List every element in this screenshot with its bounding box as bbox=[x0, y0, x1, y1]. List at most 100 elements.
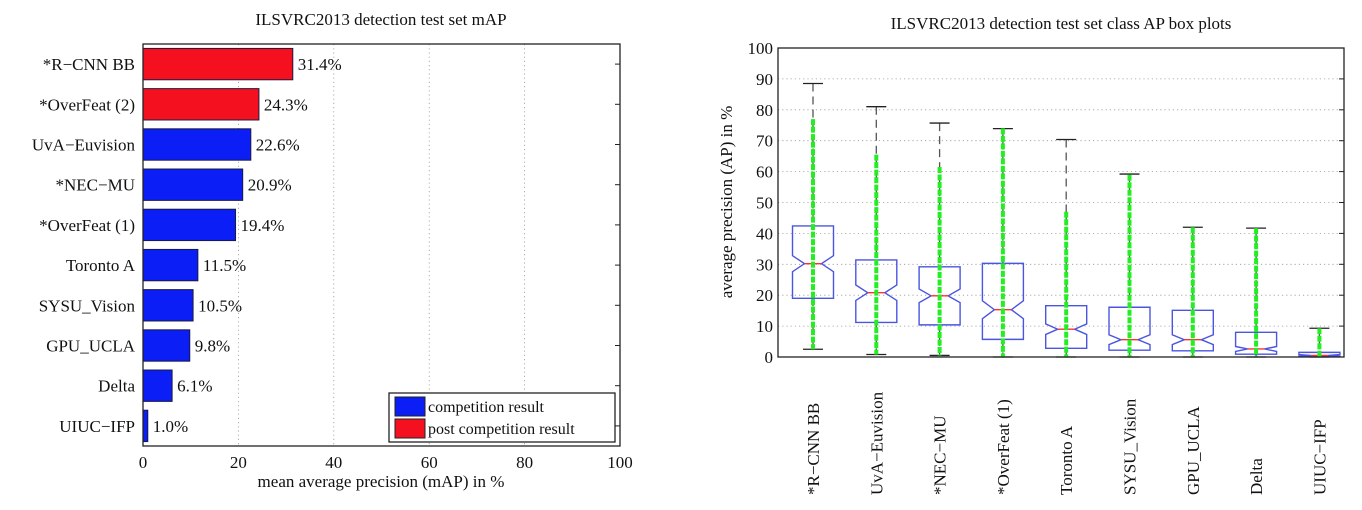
category-label: *OverFeat (1) bbox=[39, 216, 135, 235]
bar-group: *OverFeat (1) 19.4% bbox=[39, 208, 620, 242]
x-axis-labels: *R−CNN BB UvA−Euvision *NEC−MU *OverFeat (1… bbox=[804, 391, 1329, 495]
x-tick-label: UvA−Euvision bbox=[867, 391, 886, 495]
value-label: 20.9% bbox=[248, 176, 292, 195]
legend-label: competition result bbox=[428, 399, 545, 416]
box bbox=[918, 266, 961, 326]
category-label: *OverFeat (2) bbox=[39, 95, 135, 114]
bar-group: SYSU_Vision 10.5% bbox=[39, 289, 620, 322]
boxes bbox=[791, 82, 1341, 358]
y-axis-ticks: 0 10 20 30 40 50 60 70 80 90 100 bbox=[748, 39, 1344, 367]
value-label: 1.0% bbox=[153, 417, 188, 436]
y-axis-label: average precision (AP) in % bbox=[717, 106, 736, 299]
y-tick-label: 10 bbox=[756, 317, 773, 336]
x-tick-label: Delta bbox=[1247, 458, 1266, 495]
category-label: *R−CNN BB bbox=[43, 55, 135, 74]
box-plot bbox=[1234, 227, 1278, 358]
bar-group: *R−CNN BB 31.4% bbox=[43, 47, 620, 81]
bar-group: GPU_UCLA 9.8% bbox=[46, 329, 620, 362]
box-plot bbox=[918, 122, 961, 357]
legend: competition result post competition resul… bbox=[388, 392, 616, 443]
bar-group: UvA−Euvision 22.6% bbox=[32, 128, 620, 161]
y-tick-label: 100 bbox=[748, 39, 774, 58]
value-label: 11.5% bbox=[203, 256, 246, 275]
box bbox=[791, 225, 835, 299]
box-plot bbox=[1108, 173, 1151, 358]
box bbox=[1044, 305, 1088, 350]
legend-swatch bbox=[394, 396, 426, 417]
box-plot bbox=[1044, 138, 1088, 358]
box bbox=[855, 259, 898, 324]
legend-label: post competition result bbox=[428, 421, 575, 438]
x-tick-label: *R−CNN BB bbox=[804, 403, 823, 495]
box bbox=[981, 262, 1025, 341]
legend-box bbox=[388, 392, 616, 443]
x-tick-label: 80 bbox=[516, 453, 533, 472]
x-axis-label: mean average precision (mAP) in % bbox=[258, 472, 505, 491]
bar-group: Toronto A 11.5% bbox=[66, 248, 620, 282]
y-tick-label: 0 bbox=[765, 348, 774, 367]
y-tick-label: 40 bbox=[756, 224, 773, 243]
bar bbox=[142, 369, 173, 402]
map-bar-chart: ILSVRC2013 detection test set mAP *R−CNN… bbox=[32, 10, 633, 491]
box-plot bbox=[791, 82, 835, 350]
bar-group: *OverFeat (2) 24.3% bbox=[39, 88, 620, 121]
bar-group: *NEC−MU 20.9% bbox=[56, 168, 620, 201]
category-label: Delta bbox=[98, 377, 135, 396]
y-tick-label: 70 bbox=[756, 132, 773, 151]
bar bbox=[142, 128, 252, 161]
value-label: 19.4% bbox=[241, 216, 285, 235]
x-tick-label: *NEC−MU bbox=[931, 416, 950, 495]
bars: *R−CNN BB 31.4% *OverFeat (2) 24.3% UvA−Euvi… bbox=[32, 47, 620, 443]
bar bbox=[142, 329, 191, 362]
category-label: UIUC−IFP bbox=[59, 417, 135, 436]
chart-title: ILSVRC2013 detection test set class AP b… bbox=[891, 14, 1232, 33]
value-label: 31.4% bbox=[298, 55, 342, 74]
category-label: GPU_UCLA bbox=[46, 337, 136, 356]
plot-frame bbox=[777, 47, 1345, 358]
y-tick-label: 90 bbox=[756, 70, 773, 89]
x-tick-label: *OverFeat (1) bbox=[994, 399, 1013, 495]
value-label: 9.8% bbox=[195, 337, 230, 356]
bar-group: UIUC−IFP 1.0% bbox=[59, 409, 620, 443]
box bbox=[1108, 306, 1151, 351]
category-label: UvA−Euvision bbox=[32, 136, 136, 155]
value-label: 24.3% bbox=[264, 95, 308, 114]
value-label: 22.6% bbox=[256, 136, 300, 155]
value-label: 6.1% bbox=[177, 377, 212, 396]
x-tick-label: 20 bbox=[230, 453, 247, 472]
x-tick-label: 0 bbox=[139, 453, 148, 472]
value-label: 10.5% bbox=[198, 296, 242, 315]
grid-lines bbox=[778, 78, 1344, 327]
box-plot bbox=[855, 106, 898, 356]
bar bbox=[142, 248, 199, 282]
box bbox=[1171, 309, 1215, 352]
category-label: Toronto A bbox=[66, 256, 136, 275]
box bbox=[1234, 331, 1278, 355]
bar bbox=[142, 409, 149, 443]
bar-group: Delta 6.1% bbox=[98, 369, 620, 402]
box-plot bbox=[981, 127, 1025, 358]
bar bbox=[142, 208, 237, 242]
y-tick-label: 30 bbox=[756, 255, 773, 274]
bar bbox=[142, 168, 244, 201]
bar bbox=[142, 289, 194, 322]
chart-title: ILSVRC2013 detection test set mAP bbox=[255, 10, 506, 29]
box bbox=[1298, 351, 1341, 358]
y-tick-label: 60 bbox=[756, 163, 773, 182]
y-tick-label: 80 bbox=[756, 101, 773, 120]
box-plot bbox=[1298, 327, 1341, 358]
x-axis-ticks: 0 20 40 60 80 100 bbox=[139, 453, 633, 472]
x-tick-label: 60 bbox=[421, 453, 438, 472]
x-tick-label: UIUC−IFP bbox=[1310, 419, 1329, 495]
x-tick-label: 100 bbox=[607, 453, 633, 472]
x-tick-label: Toronto A bbox=[1057, 425, 1076, 495]
y-tick-label: 20 bbox=[756, 286, 773, 305]
category-label: SYSU_Vision bbox=[39, 296, 136, 315]
y-tick-label: 50 bbox=[756, 194, 773, 213]
x-tick-label: SYSU_Vision bbox=[1121, 398, 1140, 495]
box-plot bbox=[1171, 226, 1215, 358]
category-label: *NEC−MU bbox=[56, 176, 135, 195]
plot-frame bbox=[142, 43, 621, 447]
bar bbox=[142, 88, 260, 121]
x-tick-label: 40 bbox=[325, 453, 342, 472]
